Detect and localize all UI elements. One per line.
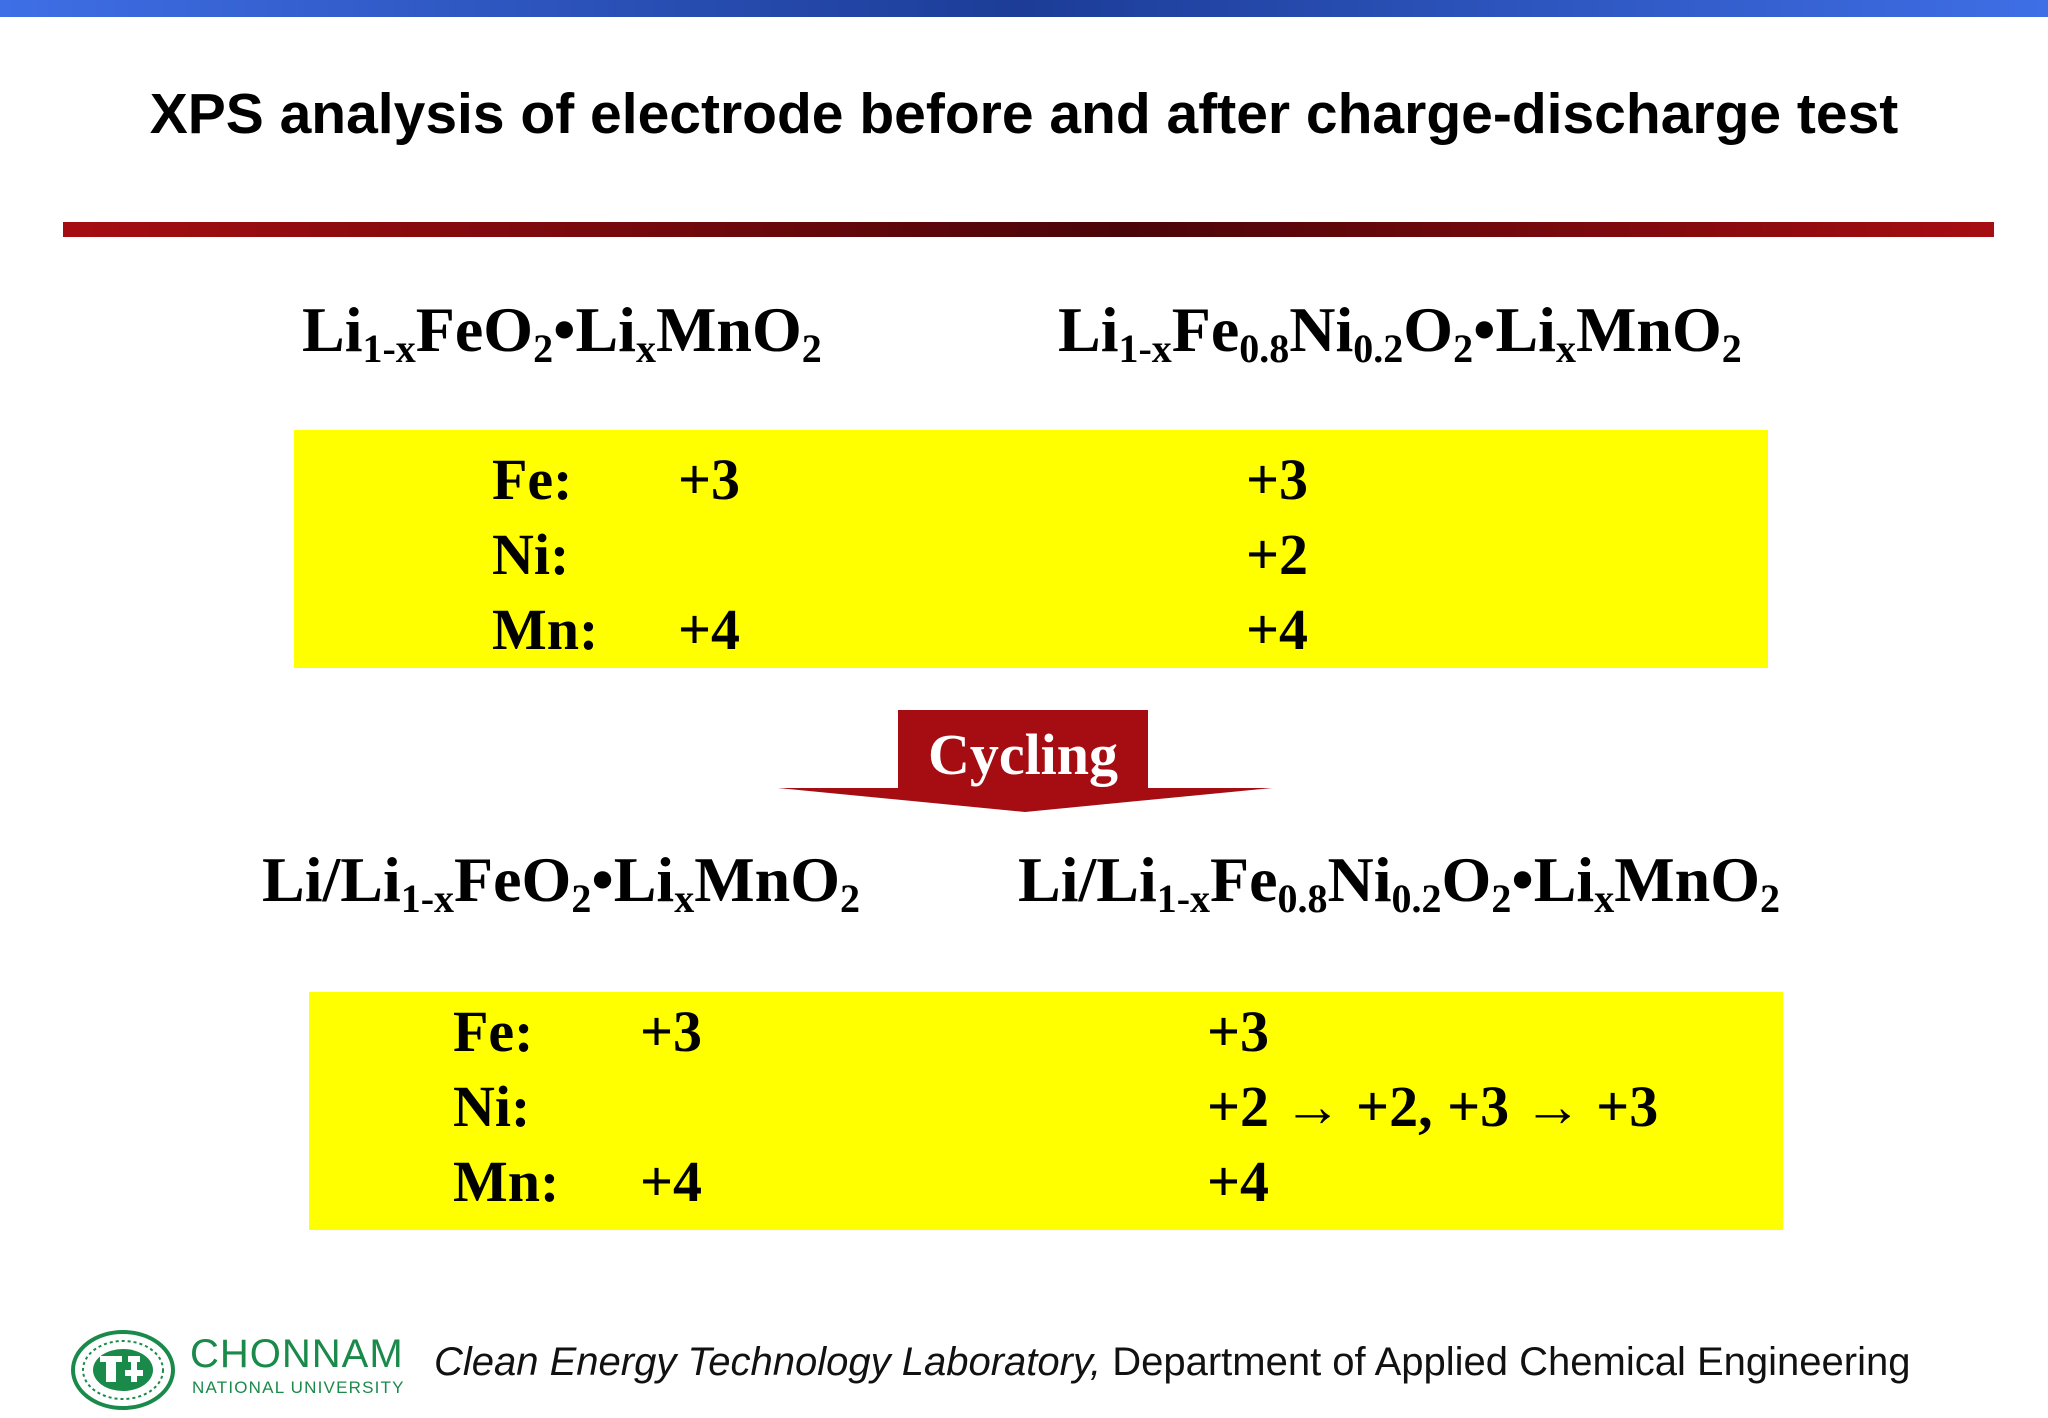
after-mn-label: Mn: (453, 1149, 560, 1214)
formula-after-left: Li/Li1-xFeO2•LixMnO2 (262, 844, 860, 922)
before-fe-label: Fe: (492, 447, 573, 512)
before-mn-left-value: +4 (678, 597, 741, 662)
slide-title: XPS analysis of electrode before and aft… (149, 82, 1899, 146)
oxidation-states-before-box (294, 430, 1768, 668)
university-seal-icon (70, 1330, 176, 1410)
footer-affiliation: Clean Energy Technology Laboratory, Depa… (434, 1336, 1910, 1388)
before-ni-right-value: +2 (1246, 522, 1309, 587)
down-arrow-icon (778, 710, 1272, 812)
after-fe-label: Fe: (453, 999, 534, 1064)
university-name: CHONNAM (190, 1332, 404, 1376)
formula-before-right: Li1-xFe0.8Ni0.2O2•LixMnO2 (1058, 294, 1742, 372)
top-accent-bar (0, 0, 2048, 17)
after-ni-right-value: +2 → +2, +3 → +3 (1207, 1074, 1659, 1139)
before-mn-right-value: +4 (1246, 597, 1309, 662)
formula-before-left: Li1-xFeO2•LixMnO2 (302, 294, 822, 372)
university-subtitle: NATIONAL UNIVERSITY (192, 1378, 405, 1397)
before-fe-left-value: +3 (678, 447, 741, 512)
before-ni-label: Ni: (492, 522, 570, 587)
after-ni-label: Ni: (453, 1074, 531, 1139)
after-fe-left-value: +3 (640, 999, 703, 1064)
formula-after-right: Li/Li1-xFe0.8Ni0.2O2•LixMnO2 (1018, 844, 1780, 922)
after-mn-right-value: +4 (1207, 1149, 1270, 1214)
before-mn-label: Mn: (492, 597, 599, 662)
lab-name: Clean Energy Technology Laboratory, (434, 1340, 1102, 1384)
after-fe-right-value: +3 (1207, 999, 1270, 1064)
department-name: Department of Applied Chemical Engineeri… (1101, 1340, 1911, 1384)
cycling-label: Cycling (927, 722, 1119, 787)
oxidation-states-after-box (309, 992, 1783, 1230)
title-divider (63, 222, 1994, 237)
cycling-arrow (775, 708, 1275, 814)
before-fe-right-value: +3 (1246, 447, 1309, 512)
after-mn-left-value: +4 (640, 1149, 703, 1214)
